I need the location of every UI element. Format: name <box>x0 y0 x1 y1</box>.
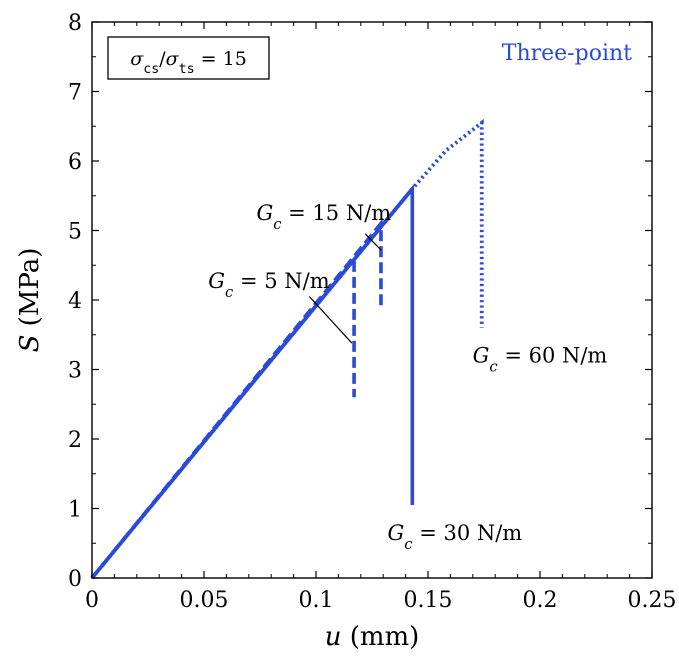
x-tick-label: 0.2 <box>523 588 558 613</box>
x-tick-label: 0 <box>85 588 99 613</box>
x-tick-label: 0.15 <box>404 588 453 613</box>
leader-line-gc-5-n-m <box>308 296 353 344</box>
y-tick-label: 7 <box>68 81 82 106</box>
y-tick-label: 4 <box>68 289 82 314</box>
y-tick-label: 5 <box>68 220 82 245</box>
series-layer <box>90 118 484 580</box>
annotation-gc-15-n-m: Gc = 15 N/m <box>256 201 391 233</box>
y-tick-label: 1 <box>68 498 82 523</box>
y-tick-label: 3 <box>68 359 82 384</box>
axis-layer: 0 0.05 0.1 0.15 0.2 0.25 0 1 2 3 4 5 6 7 8 u (mm) S (MPa… <box>15 11 676 652</box>
series-label: Three-point <box>502 41 632 66</box>
annotation-gc-30-n-m: Gc = 30 N/m <box>388 521 523 553</box>
x-tick-label: 0.1 <box>299 588 334 613</box>
x-tick-label: 0.25 <box>628 588 677 613</box>
y-tick-label: 8 <box>68 11 82 36</box>
plot-frame <box>91 21 653 579</box>
y-axis-title: S (MPa) <box>15 248 45 353</box>
y-tick-label: 2 <box>68 428 82 453</box>
shared-loading-line <box>90 187 414 580</box>
x-axis-title: u (mm) <box>325 622 420 652</box>
legend-box <box>107 36 270 80</box>
y-tick-label: 0 <box>68 567 82 592</box>
annotation-layer: Gc = 15 N/m Gc = 5 N/m Gc = 60 N/m Gc = 30 … <box>107 36 632 553</box>
x-tick-label: 0.05 <box>180 588 229 613</box>
annotation-gc-60-n-m: Gc = 60 N/m <box>473 344 608 376</box>
y-tick-label: 6 <box>68 150 82 175</box>
annotation-gc-5-n-m: Gc = 5 N/m <box>208 269 329 301</box>
leader-line-gc-15-n-m <box>364 233 382 251</box>
